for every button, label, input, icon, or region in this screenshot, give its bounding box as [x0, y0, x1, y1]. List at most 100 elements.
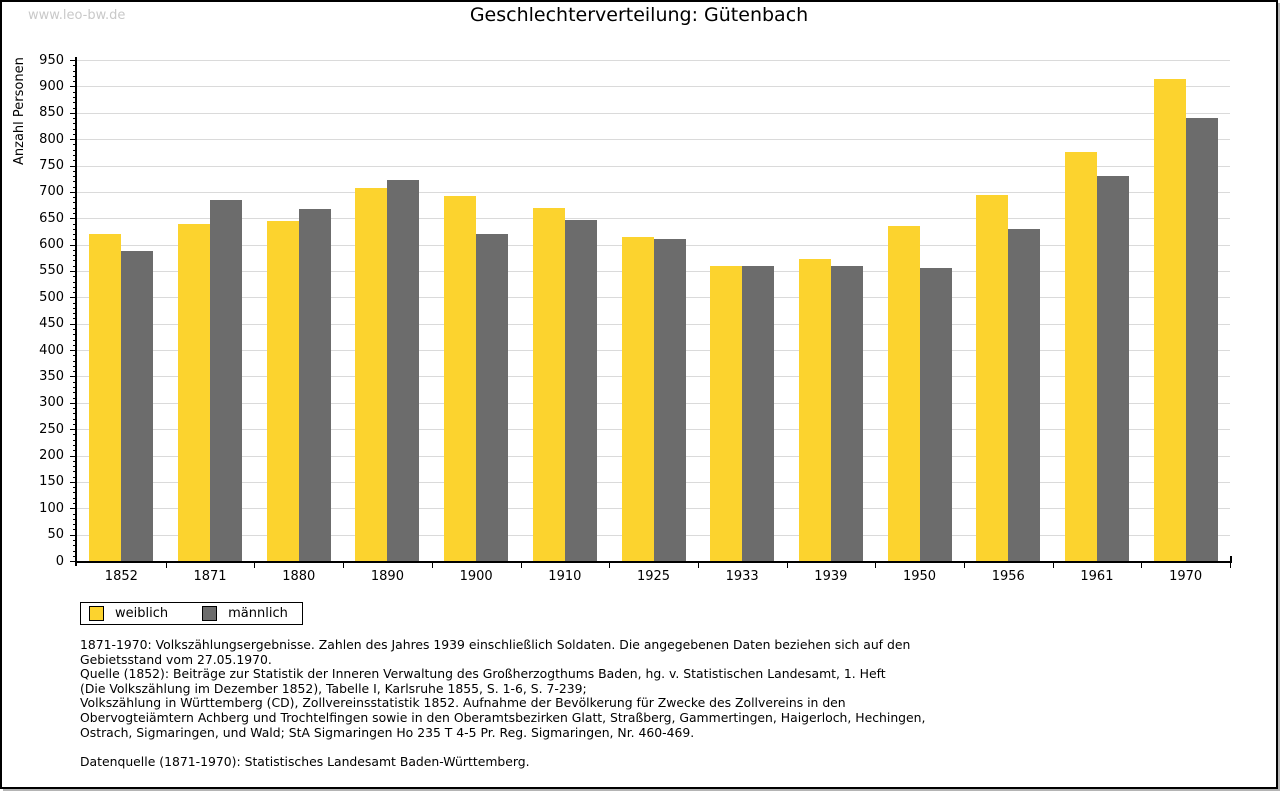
y-major-tick — [70, 218, 77, 220]
y-major-tick — [70, 323, 77, 325]
x-boundary-tick — [1052, 563, 1054, 568]
maennlich-swatch-icon — [202, 606, 218, 621]
y-major-tick — [70, 561, 77, 562]
y-tick-label: 800 — [39, 131, 64, 147]
y-major-tick — [70, 165, 77, 167]
bar-maennlich — [653, 238, 686, 561]
gridline — [77, 191, 1230, 193]
x-boundary-tick — [609, 563, 611, 568]
x-tick-label: 1950 — [902, 569, 937, 584]
y-tick-label: 750 — [39, 158, 64, 173]
y-tick-label: 50 — [47, 527, 64, 543]
footnote-line: Obervogteiämtern Achberg und Trochtelfin… — [80, 709, 926, 725]
x-axis-end-tick — [1230, 556, 1232, 561]
x-boundary-tick — [254, 563, 256, 568]
bar-maennlich — [564, 220, 597, 561]
y-major-tick — [70, 350, 77, 352]
x-tick-label: 1852 — [104, 569, 138, 584]
x-boundary-tick — [1141, 563, 1143, 568]
y-major-tick — [70, 429, 77, 431]
y-major-tick — [70, 534, 77, 536]
footnote-line: 1871-1970: Volkszählungsergebnisse. Zahl… — [80, 637, 911, 652]
bar-weiblich — [621, 237, 654, 561]
x-boundary-tick — [1230, 563, 1231, 568]
y-tick-label: 850 — [39, 105, 64, 121]
y-tick-label: 450 — [39, 316, 64, 332]
legend-item-maennlich: männlich — [202, 606, 288, 621]
y-tick-label: 350 — [39, 368, 64, 384]
y-major-tick — [70, 455, 77, 457]
y-tick-label: 700 — [39, 184, 64, 200]
bar-maennlich — [210, 200, 242, 561]
x-tick-label: 1939 — [814, 569, 848, 584]
y-major-tick — [70, 86, 77, 88]
bar-maennlich — [476, 233, 509, 561]
x-axis-line — [75, 561, 1232, 563]
bar-weiblich — [887, 225, 920, 561]
legend-item-weiblich: weiblich — [89, 606, 168, 621]
y-major-tick — [70, 244, 77, 246]
gridline — [77, 86, 1230, 88]
gridline — [77, 139, 1230, 141]
bar-weiblich — [798, 258, 831, 561]
bar-weiblich — [532, 207, 565, 561]
page-title: Geschlechterverteilung: Gütenbach — [469, 4, 809, 26]
x-boundary-tick — [431, 563, 433, 568]
y-tick-label: 250 — [39, 421, 64, 437]
legend-label-maennlich: männlich — [228, 606, 288, 621]
x-tick-label: 1956 — [991, 569, 1025, 584]
x-tick-label: 1890 — [370, 569, 404, 584]
footnote-line: Gebietsstand vom 27.05.1970. — [80, 651, 272, 667]
bar-weiblich — [444, 196, 477, 561]
bar-maennlich — [1185, 118, 1218, 561]
bar-weiblich — [89, 234, 122, 561]
y-major-tick — [70, 297, 77, 299]
gridline — [77, 60, 1230, 61]
y-major-tick — [70, 191, 77, 193]
y-tick-label: 900 — [39, 78, 64, 94]
bar-weiblich — [1153, 78, 1186, 561]
y-major-tick — [70, 508, 77, 510]
bar-maennlich — [1097, 176, 1129, 561]
y-tick-label: 500 — [39, 289, 64, 305]
y-major-tick — [70, 402, 77, 404]
bar-maennlich — [919, 267, 952, 561]
bar-maennlich — [742, 266, 775, 561]
x-tick-label: 1961 — [1080, 569, 1114, 584]
legend-box: weiblich männlich — [80, 602, 303, 625]
x-tick-label: 1970 — [1169, 569, 1203, 584]
x-boundary-tick — [875, 563, 877, 568]
gridline — [77, 165, 1230, 167]
bar-weiblich — [178, 223, 210, 561]
y-major-tick — [70, 376, 77, 378]
x-boundary-tick — [786, 563, 788, 568]
footnote-line: Quelle (1852): Beiträge zur Statistik de… — [80, 666, 886, 682]
y-tick-label: 400 — [39, 342, 64, 358]
y-major-tick — [70, 112, 77, 114]
x-tick-label: 1900 — [459, 569, 493, 584]
x-tick-label: 1910 — [548, 569, 582, 584]
x-boundary-tick — [963, 563, 965, 568]
datasource-line: Datenquelle (1871-1970): Statistisches L… — [80, 753, 530, 769]
y-major-tick — [70, 60, 77, 61]
x-boundary-tick — [697, 563, 699, 568]
bar-maennlich — [121, 250, 154, 561]
footnote-line: (Die Volkszählung im Dezember 1852), Tab… — [80, 680, 587, 696]
y-tick-label: 150 — [39, 474, 64, 490]
gridline — [77, 112, 1230, 114]
y-tick-label: 200 — [39, 448, 64, 463]
y-tick-label: 100 — [39, 500, 64, 516]
x-tick-label: 1880 — [282, 569, 316, 584]
y-tick-label: 950 — [39, 52, 64, 68]
bar-weiblich — [266, 220, 299, 561]
legend-label-weiblich: weiblich — [115, 606, 169, 621]
footnote: 1871-1970: Volkszählungsergebnisse. Zahl… — [80, 637, 926, 769]
y-tick-label: 550 — [39, 263, 64, 279]
bar-maennlich — [830, 265, 863, 561]
x-tick-label: 1925 — [636, 569, 671, 584]
x-tick-label: 1871 — [193, 569, 227, 584]
y-major-tick — [70, 481, 77, 483]
weiblich-swatch-icon — [89, 606, 104, 621]
